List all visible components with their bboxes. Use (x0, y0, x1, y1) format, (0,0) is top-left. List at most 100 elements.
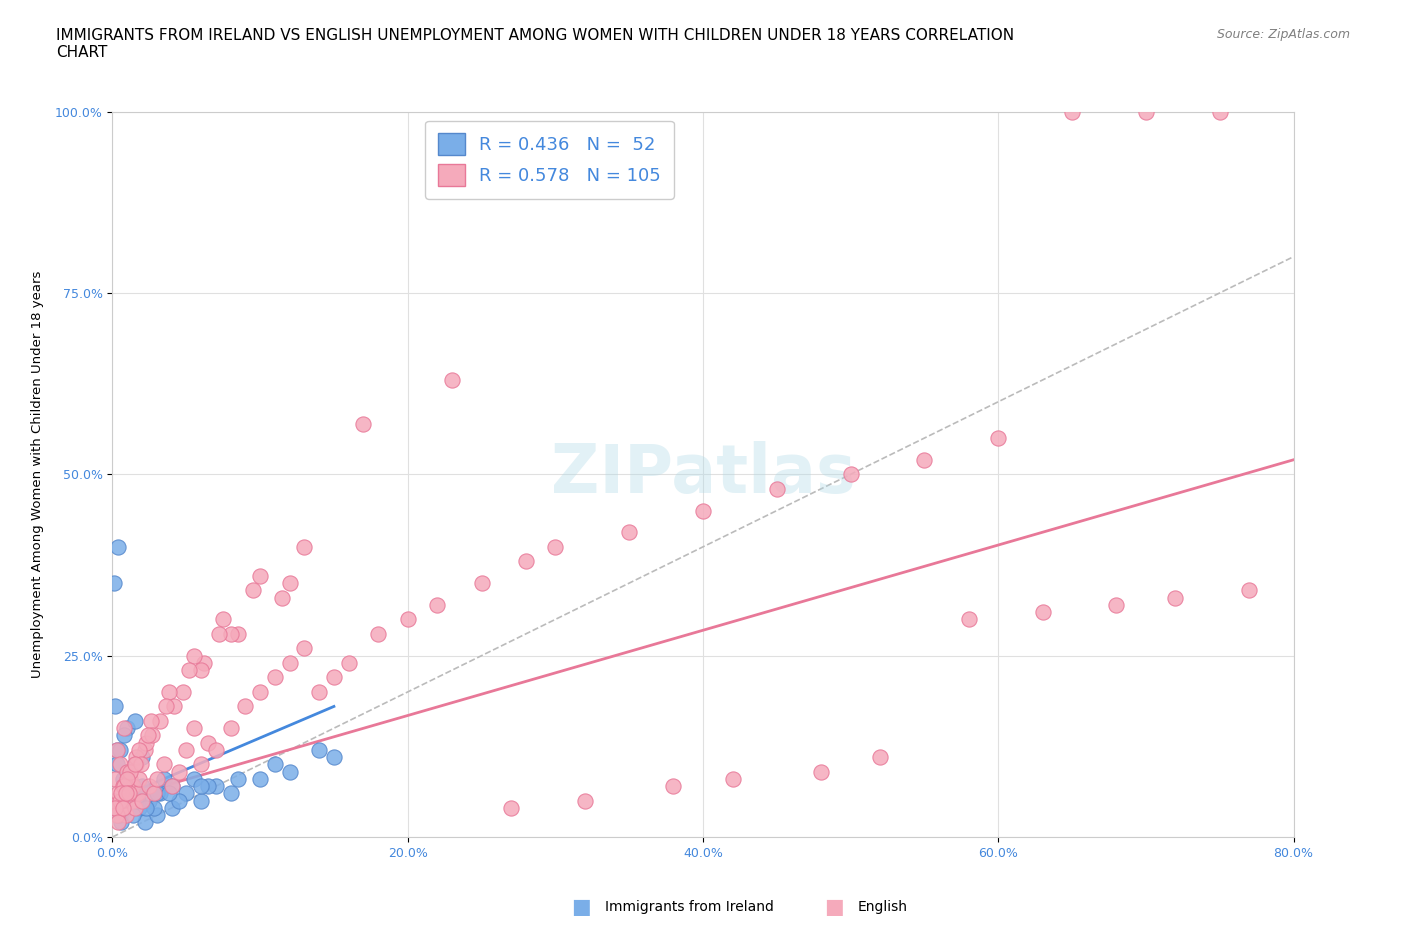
Point (183, 772, 205, 787)
Point (515, 554, 537, 569)
Point (172, 684, 194, 699)
Point (174, 742, 197, 757)
Point (112, 772, 135, 787)
Point (124, 713, 146, 728)
Point (721, 772, 744, 787)
Point (121, 793, 143, 808)
Point (105, 742, 128, 757)
Point (103, 793, 125, 808)
Point (112, 728, 135, 743)
Point (104, 801, 127, 816)
Text: ZIPatlas: ZIPatlas (551, 442, 855, 507)
Point (367, 627, 389, 642)
Point (323, 750, 346, 764)
Point (352, 416, 374, 431)
Point (107, 808, 129, 823)
Point (135, 736, 157, 751)
Point (125, 757, 148, 772)
Point (121, 778, 143, 793)
Point (1105, 597, 1128, 612)
Point (110, 815, 132, 830)
Point (117, 764, 138, 779)
Point (110, 786, 132, 801)
Point (146, 808, 169, 823)
Point (114, 786, 136, 801)
Point (136, 728, 159, 743)
Point (118, 786, 141, 801)
Point (249, 568, 271, 583)
Point (190, 793, 212, 808)
Point (111, 772, 134, 787)
Point (108, 793, 131, 808)
Point (131, 793, 153, 808)
Point (233, 699, 256, 714)
Point (470, 576, 494, 591)
Point (108, 742, 131, 757)
Point (114, 808, 136, 823)
Point (105, 757, 128, 772)
Text: Source: ZipAtlas.com: Source: ZipAtlas.com (1216, 28, 1350, 41)
Point (146, 772, 169, 787)
Point (125, 750, 148, 764)
Point (120, 764, 142, 779)
Point (108, 808, 131, 823)
Point (120, 772, 142, 787)
Point (766, 482, 789, 497)
Point (174, 786, 197, 801)
Point (1032, 604, 1054, 619)
Point (914, 452, 936, 467)
Point (122, 778, 145, 793)
Point (141, 728, 163, 743)
Point (212, 612, 235, 627)
Point (129, 757, 152, 772)
Y-axis label: Unemployment Among Women with Children Under 18 years: Unemployment Among Women with Children U… (31, 271, 44, 678)
Point (117, 764, 138, 779)
Point (1135, 104, 1157, 119)
Point (242, 583, 264, 598)
Point (157, 684, 180, 699)
Point (128, 801, 150, 816)
Point (278, 656, 301, 671)
Point (219, 627, 242, 642)
Point (197, 736, 219, 751)
Point (441, 373, 464, 388)
Point (131, 750, 153, 764)
Point (108, 757, 131, 772)
Point (112, 721, 135, 736)
Point (149, 786, 172, 801)
Point (197, 778, 219, 793)
Point (190, 778, 212, 793)
Point (111, 801, 134, 816)
Point (112, 778, 135, 793)
Point (839, 467, 862, 482)
Point (208, 627, 231, 642)
Point (124, 757, 146, 772)
Point (205, 778, 228, 793)
Point (183, 721, 205, 736)
Point (544, 539, 567, 554)
Point (160, 801, 183, 816)
Point (134, 742, 156, 757)
Point (135, 801, 157, 816)
Text: English: English (858, 899, 908, 914)
Point (264, 670, 287, 684)
Point (124, 757, 146, 772)
Point (167, 793, 190, 808)
Legend: R = 0.436   N =  52, R = 0.578   N = 105: R = 0.436 N = 52, R = 0.578 N = 105 (425, 121, 673, 199)
Point (128, 742, 150, 757)
Point (127, 786, 149, 801)
Point (167, 764, 190, 779)
Point (205, 742, 228, 757)
Point (160, 778, 183, 793)
Point (308, 684, 330, 699)
Point (105, 742, 128, 757)
Point (104, 793, 127, 808)
Text: ■: ■ (824, 897, 844, 917)
Point (193, 656, 215, 671)
Point (574, 793, 596, 808)
Point (292, 641, 315, 656)
Point (117, 721, 138, 736)
Point (118, 786, 141, 801)
Point (104, 699, 127, 714)
Point (127, 793, 149, 808)
